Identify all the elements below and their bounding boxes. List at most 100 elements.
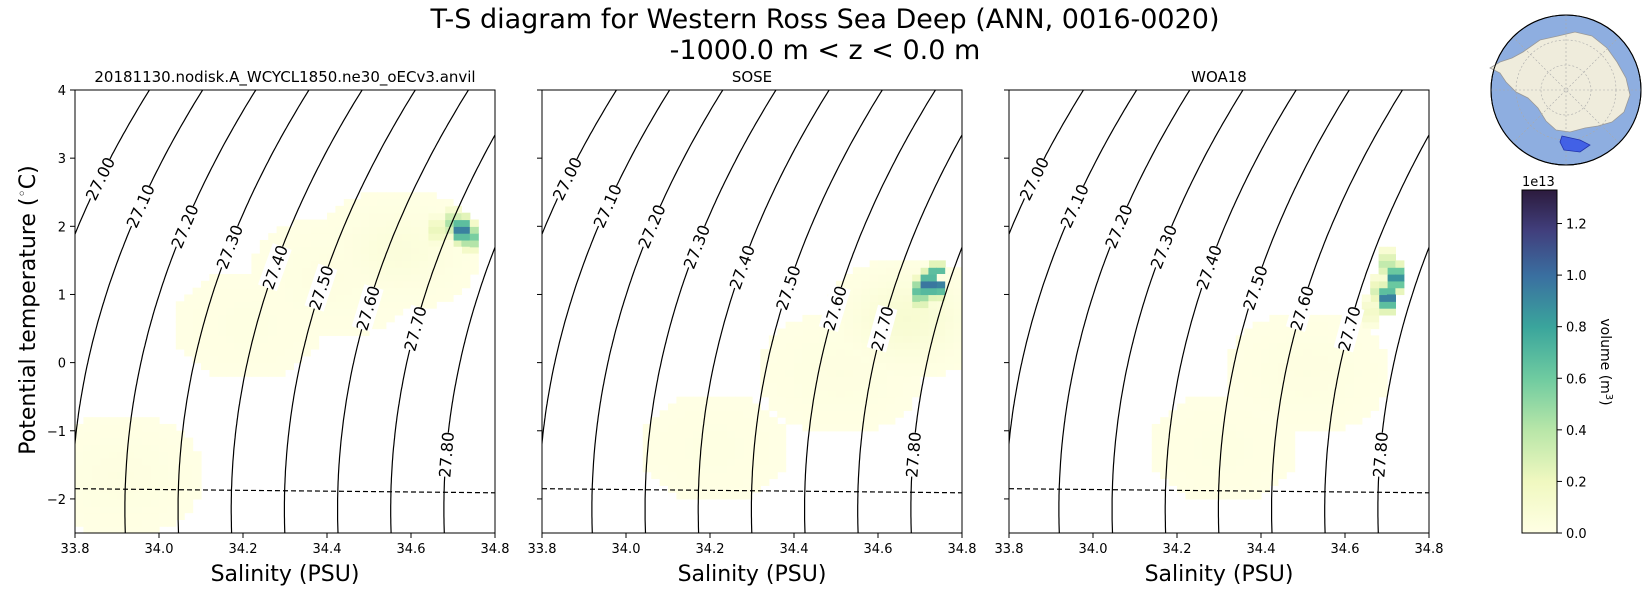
volume-cell — [184, 492, 194, 500]
volume-cell — [268, 369, 278, 377]
volume-cell — [1387, 274, 1396, 282]
volume-cell — [436, 280, 446, 289]
volume-cell — [201, 301, 210, 309]
volume-cell — [301, 219, 311, 227]
volume-cell — [1185, 458, 1195, 466]
volume-cell — [827, 403, 837, 411]
volume-cell — [768, 451, 778, 459]
volume-cell — [869, 308, 879, 316]
volume-cell — [1177, 478, 1186, 486]
volume-cell — [911, 369, 921, 377]
volume-cell — [276, 321, 286, 330]
volume-cell — [743, 410, 753, 418]
volume-cell — [836, 280, 845, 289]
volume-cell — [676, 417, 686, 425]
volume-cell — [301, 294, 311, 302]
volume-cell — [167, 437, 177, 445]
isopycnal-line — [230, 90, 363, 533]
volume-cell — [979, 308, 988, 315]
volume-cell — [243, 369, 252, 377]
volume-cell — [385, 199, 395, 207]
volume-cell — [953, 287, 962, 296]
volume-cell — [192, 471, 202, 480]
volume-cell — [936, 328, 946, 336]
volume-cell — [159, 437, 168, 445]
volume-cell — [928, 355, 938, 364]
volume-cell — [184, 478, 194, 486]
volume-cell — [810, 355, 820, 364]
volume-cell — [83, 444, 93, 452]
volume-cell — [827, 417, 837, 425]
volume-cell — [243, 348, 252, 357]
volume-cell — [668, 430, 677, 439]
volume-cell — [175, 492, 185, 500]
volume-cell — [920, 301, 929, 309]
volume-cell — [1244, 355, 1254, 364]
volume-cell — [75, 423, 84, 432]
volume-cell — [1328, 389, 1338, 398]
volume-cell — [819, 335, 829, 343]
volume-cell — [125, 519, 135, 527]
volume-cell — [1177, 485, 1186, 493]
volume-cell — [869, 314, 879, 323]
volume-cell — [1353, 396, 1363, 405]
volume-cell — [936, 294, 946, 302]
volume-cell — [928, 260, 938, 268]
volume-cell — [385, 294, 395, 302]
volume-cell — [802, 410, 812, 418]
volume-cell — [1378, 287, 1388, 296]
volume-cell — [301, 226, 311, 234]
volume-cell — [1269, 362, 1279, 371]
volume-cell — [836, 362, 845, 371]
volume-cell — [852, 376, 862, 384]
volume-cell — [852, 389, 862, 398]
volume-cell — [1235, 458, 1245, 466]
volume-cell — [1353, 348, 1363, 357]
volume-cell — [735, 485, 745, 493]
volume-cell — [117, 458, 126, 466]
volume-cell — [894, 294, 904, 302]
volume-cell — [827, 376, 837, 384]
volume-cell — [844, 355, 854, 364]
volume-cell — [726, 410, 736, 418]
volume-cell — [369, 192, 378, 200]
volume-cell — [427, 294, 437, 302]
volume-cell — [159, 471, 168, 480]
volume-cell — [676, 464, 686, 473]
volume-cell — [743, 458, 753, 466]
volume-cell — [869, 274, 879, 282]
volume-cell — [668, 417, 677, 425]
volume-cell — [1328, 369, 1338, 377]
volume-cell — [970, 315, 979, 322]
volume-cell — [1185, 451, 1195, 459]
volume-cell — [142, 417, 152, 425]
volume-cell — [343, 233, 353, 241]
volume-cell — [920, 274, 929, 282]
volume-cell — [911, 308, 921, 316]
volume-cell — [861, 294, 871, 302]
volume-cell — [175, 485, 185, 493]
volume-cell — [1202, 403, 1212, 411]
volume-cell — [117, 505, 126, 514]
volume-cell — [659, 478, 669, 486]
volume-cell — [718, 492, 728, 500]
volume-cell — [1235, 348, 1245, 357]
volume-cell — [886, 369, 896, 377]
volume-cell — [293, 321, 303, 330]
volume-cell — [903, 389, 913, 398]
volume-cell — [159, 492, 168, 500]
volume-cell — [642, 423, 652, 432]
volume-cell — [243, 335, 252, 343]
volume-cell — [243, 314, 252, 323]
volume-cell — [852, 417, 862, 425]
volume-cell — [693, 458, 703, 466]
volume-cell — [684, 492, 694, 500]
volume-cell — [108, 519, 118, 527]
volume-cell — [402, 294, 412, 302]
x-tick-label: 34.6 — [864, 542, 893, 557]
volume-cell — [1193, 471, 1203, 480]
volume-cell — [133, 437, 143, 445]
volume-cell — [209, 328, 219, 336]
volume-cell — [1277, 314, 1287, 323]
